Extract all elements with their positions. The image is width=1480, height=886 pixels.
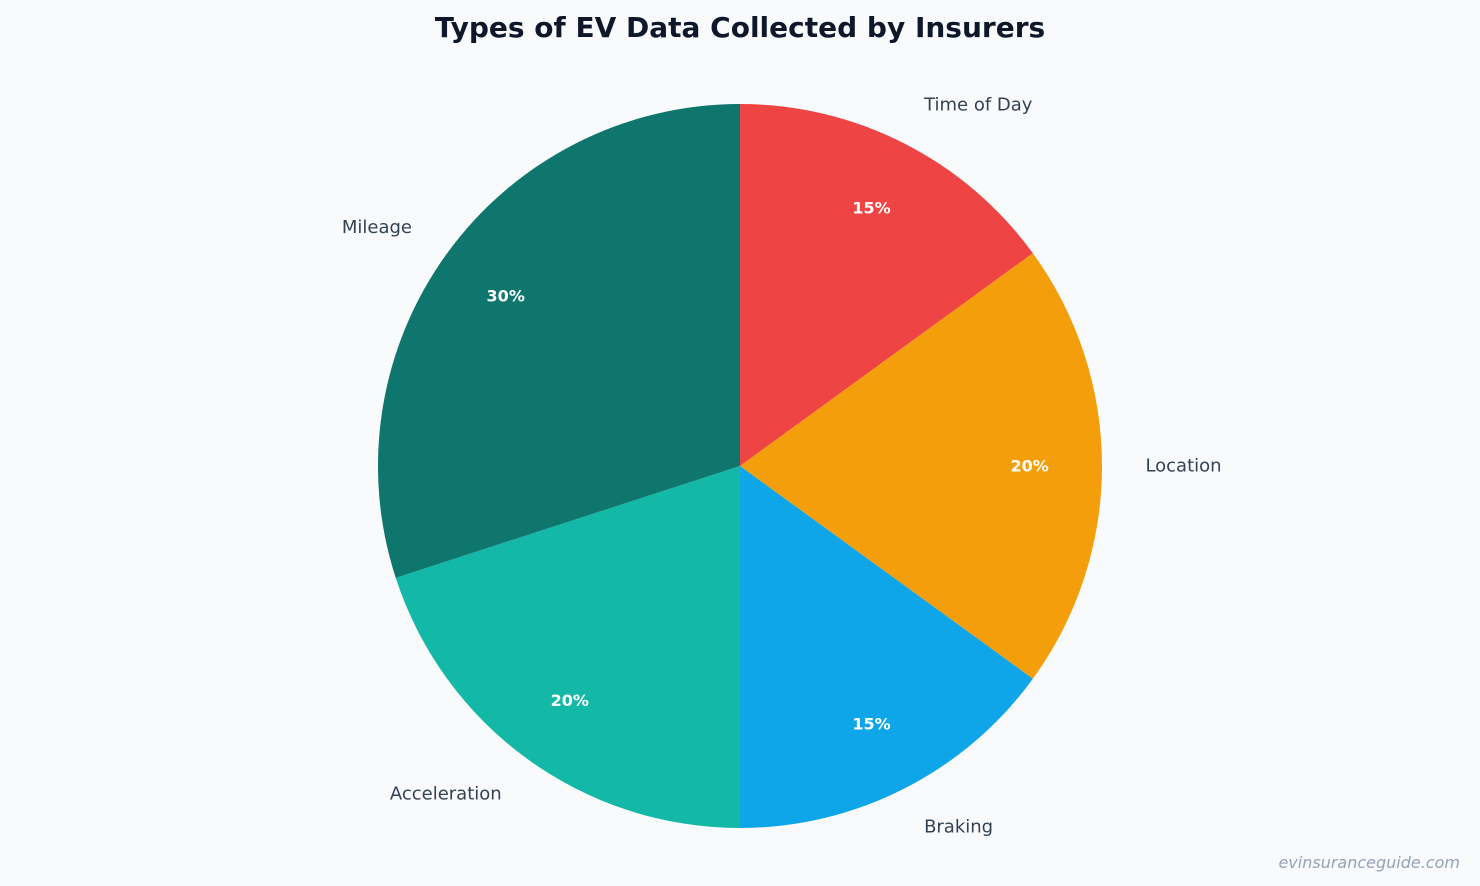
category-labels: Time of Day Location Braking Acceleration Mi…	[342, 94, 1222, 837]
pie-slice-mileage	[378, 104, 740, 578]
watermark: evinsuranceguide.com	[1278, 853, 1460, 872]
category-label-acceleration: Acceleration	[390, 784, 502, 805]
pct-label-location: 20%	[1010, 457, 1048, 476]
category-label-time-of-day: Time of Day	[923, 94, 1033, 115]
category-label-braking: Braking	[924, 817, 993, 838]
pct-label-acceleration: 20%	[551, 691, 589, 710]
pie-slices	[378, 104, 1102, 828]
pie-slice-acceleration	[395, 466, 740, 828]
pie-slice-location	[740, 253, 1102, 679]
category-label-mileage: Mileage	[342, 217, 412, 238]
category-label-location: Location	[1145, 456, 1221, 477]
chart-title: Types of EV Data Collected by Insurers	[435, 11, 1045, 44]
pct-label-braking: 15%	[852, 715, 890, 734]
pie-slice-braking	[740, 466, 1033, 828]
pct-label-mileage: 30%	[487, 286, 525, 305]
pct-label-time-of-day: 15%	[852, 198, 890, 217]
percentage-labels: 15% 20% 15% 20% 30%	[487, 198, 1049, 733]
pie-slice-time-of-day	[740, 104, 1033, 466]
